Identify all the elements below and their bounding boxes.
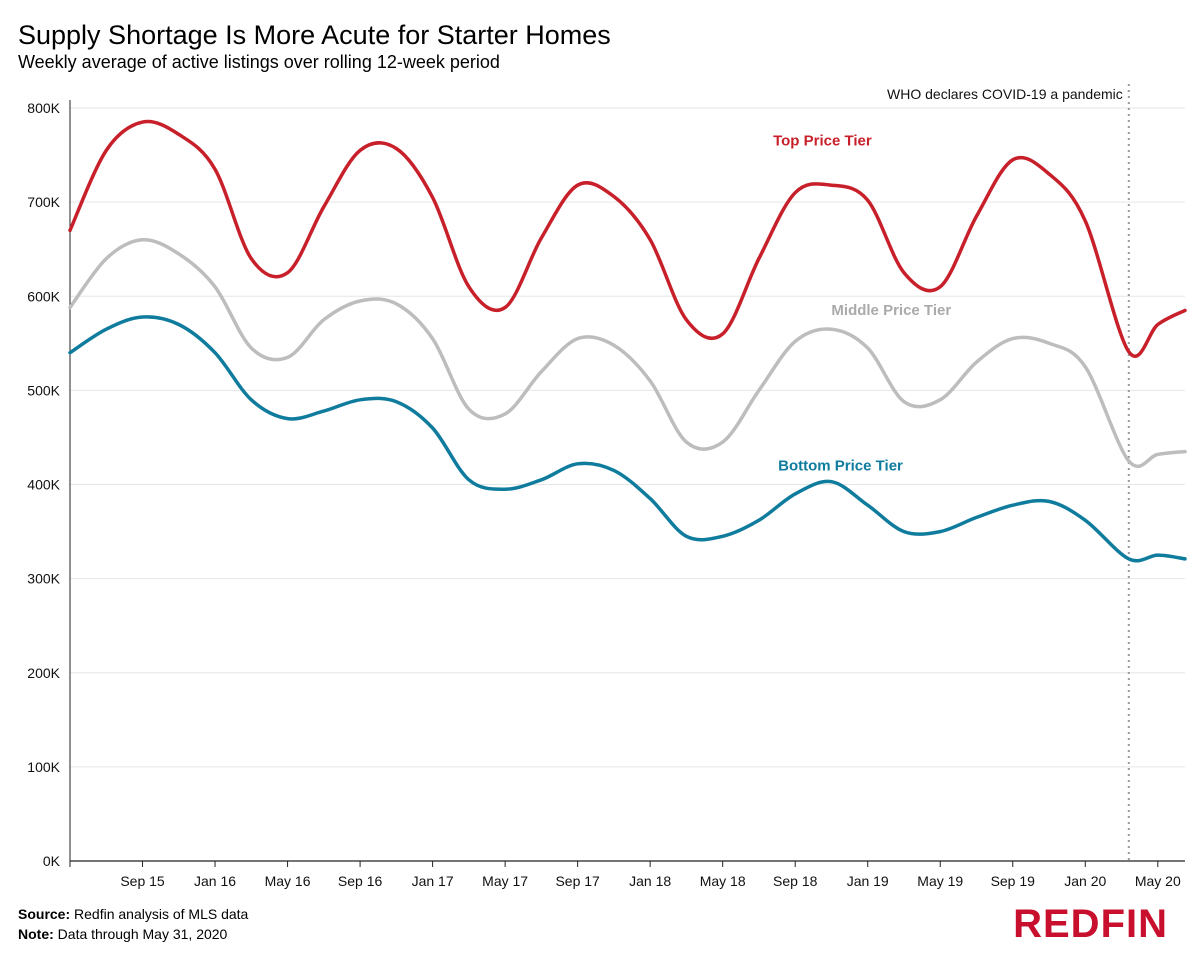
x-tick-label: Jan 18 [629,873,671,889]
source-line: Source: Redfin analysis of MLS data [18,906,248,922]
x-tick-label: Sep 19 [991,873,1036,889]
bottom-price-tier-label: Bottom Price Tier [778,457,903,474]
y-tick-label: 800K [27,100,60,116]
x-tick-label: Sep 17 [555,873,600,889]
middle-price-tier-label: Middle Price Tier [831,302,951,319]
top-price-tier-line [68,119,1187,358]
source-text: Redfin analysis of MLS data [74,906,249,922]
note-line: Note: Data through May 31, 2020 [18,926,227,942]
x-tick-label: Jan 17 [412,873,454,889]
note-text: Data through May 31, 2020 [57,926,228,942]
x-tick-label: May 20 [1135,873,1181,889]
source-label: Source: [18,906,71,922]
x-tick-label: Sep 18 [773,873,818,889]
chart-title: Supply Shortage Is More Acute for Starte… [18,20,611,50]
y-tick-label: 500K [27,382,60,398]
note-label: Note: [18,926,54,942]
y-tick-label: 700K [27,194,60,210]
y-tick-label: 600K [27,288,60,304]
y-tick-label: 200K [27,665,60,681]
covid-annotation-text: WHO declares COVID-19 a pandemic [887,86,1123,102]
bottom-price-tier-line [68,315,1187,563]
top-price-tier-label: Top Price Tier [773,133,872,150]
x-tick-label: Jan 20 [1064,873,1106,889]
x-tick-label: May 19 [917,873,963,889]
x-tick-label: Jan 19 [847,873,889,889]
y-tick-label: 400K [27,477,60,493]
chart-subtitle: Weekly average of active listings over r… [18,52,500,72]
y-tick-label: 300K [27,571,60,587]
redfin-logo: REDFIN [1013,902,1168,946]
x-tick-label: Jan 16 [194,873,236,889]
x-tick-label: May 18 [700,873,746,889]
x-tick-label: Sep 15 [120,873,165,889]
y-tick-label: 0K [43,853,61,869]
middle-price-tier-line [68,238,1187,469]
y-tick-label: 100K [27,759,60,775]
x-tick-label: May 16 [265,873,311,889]
x-tick-label: May 17 [482,873,528,889]
x-tick-label: Sep 16 [338,873,383,889]
